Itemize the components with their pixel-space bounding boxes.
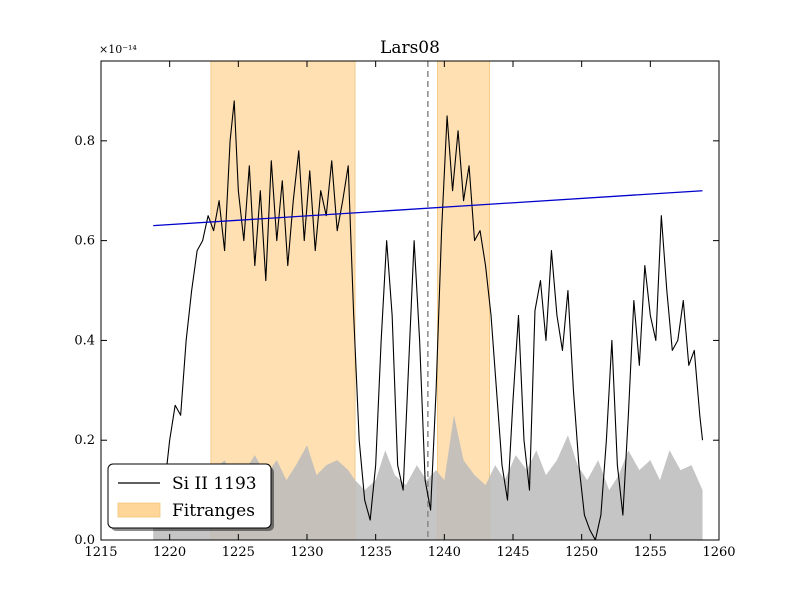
- plot-frame: [100, 60, 720, 541]
- x-tick-label: 1225: [222, 545, 255, 560]
- fitrange-band-0: [210, 61, 356, 540]
- x-tick-label: 1250: [565, 545, 598, 560]
- legend: Si II 1193 Fitranges: [107, 463, 274, 531]
- x-tick-label: 1220: [153, 545, 186, 560]
- x-tick-label: 1245: [496, 545, 529, 560]
- legend-patch-swatch: [117, 502, 161, 518]
- x-tick-label: 1230: [290, 545, 323, 560]
- y-tick-label: 0.4: [74, 333, 95, 348]
- x-tick-label: 1215: [84, 545, 117, 560]
- error-spectrum-area: [153, 415, 703, 540]
- spectrum-line: [152, 100, 704, 540]
- y-tick-label: 0.0: [74, 533, 95, 548]
- x-tick-label: 1255: [634, 545, 667, 560]
- spectrum-layer: [152, 100, 704, 540]
- y-tick-label: 0.8: [74, 134, 95, 149]
- x-axis: 1215 1220 1225 1230 1235 1240 1245 1250 1255 1260: [84, 61, 736, 560]
- y-tick-label: 0.2: [74, 433, 95, 448]
- chart-title: Lars08: [380, 38, 440, 58]
- x-tick-label: 1235: [359, 545, 392, 560]
- continuum-line: [153, 190, 703, 227]
- error-layer: [153, 415, 703, 540]
- legend-label-fitranges: Fitranges: [172, 501, 255, 521]
- y-offset-label: ×10⁻¹⁴: [99, 43, 137, 56]
- y-tick-label: 0.6: [74, 234, 95, 249]
- x-tick-label: 1240: [428, 545, 461, 560]
- y-axis: 0.0 0.2 0.4 0.6 0.8: [74, 134, 719, 548]
- legend-label-si-ii: Si II 1193: [172, 474, 257, 494]
- continuum-layer: [153, 190, 703, 227]
- x-tick-label: 1260: [702, 545, 735, 560]
